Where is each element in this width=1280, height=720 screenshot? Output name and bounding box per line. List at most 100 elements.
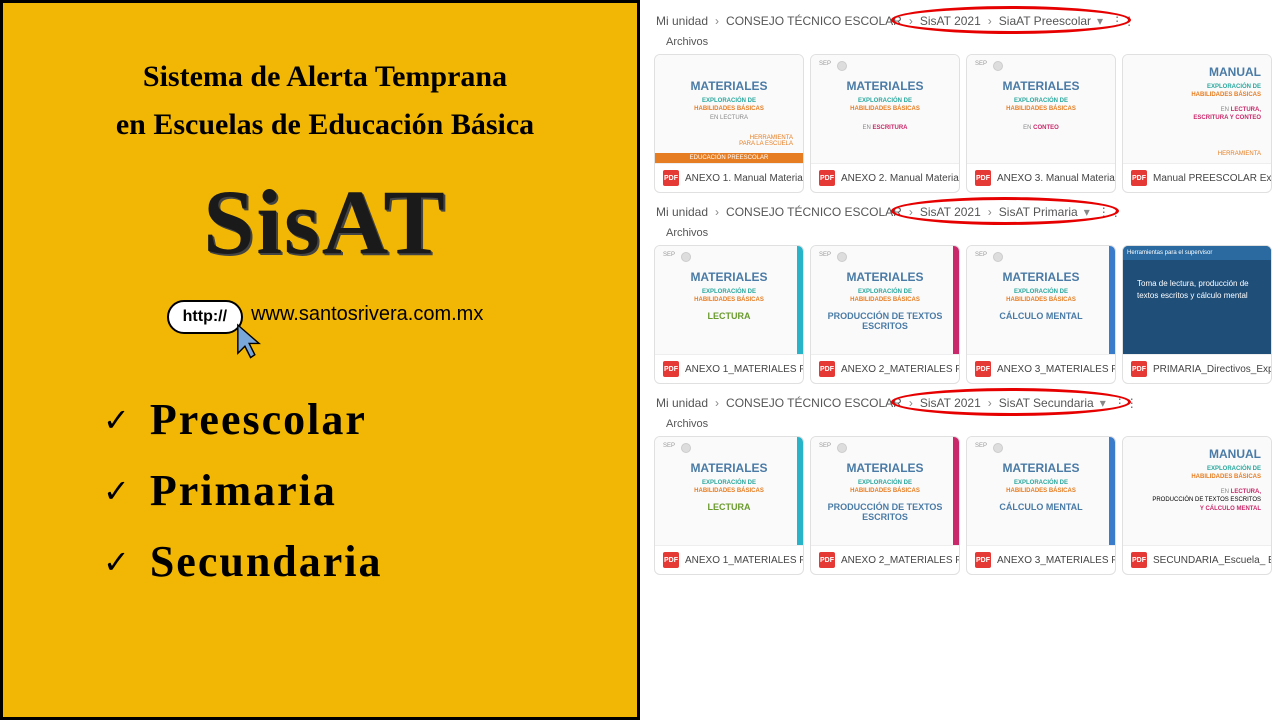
file-thumb: SEP MATERIALES EXPLORACIÓN DEHABILIDADES… <box>655 246 803 354</box>
breadcrumb-item[interactable]: SisAT 2021 <box>920 14 981 28</box>
breadcrumb-item[interactable]: SiaAT Preescolar <box>999 14 1091 28</box>
pdf-icon: PDF <box>663 170 679 186</box>
file-label: PDF ANEXO 2_MATERIALES PAR... <box>811 354 959 383</box>
share-icon[interactable]: ⋮⋮ <box>1114 396 1138 410</box>
check-label: Secundaria <box>150 536 383 587</box>
file-name: ANEXO 3. Manual Materiales... <box>997 173 1115 184</box>
subtitle-line2: en Escuelas de Educación Básica <box>53 101 597 149</box>
pdf-icon: PDF <box>975 552 991 568</box>
file-thumb: MATERIALES EXPLORACIÓN DEHABILIDADES BÁS… <box>655 55 803 163</box>
file-label: PDF ANEXO 3_MATERIALES PAR... <box>967 545 1115 574</box>
file-label: PDF ANEXO 3. Manual Materiales... <box>967 163 1115 192</box>
dropdown-icon[interactable]: ▾ <box>1097 14 1103 28</box>
breadcrumb-item[interactable]: SisAT 2021 <box>920 205 981 219</box>
file-label: PDF Manual PREESCOLAR Explor... <box>1123 163 1271 192</box>
breadcrumb: Mi unidad › CONSEJO TÉCNICO ESCOLAR › SisAT … <box>646 8 1274 32</box>
file-row: SEP MATERIALES EXPLORACIÓN DEHABILIDADES… <box>646 436 1274 575</box>
file-row: SEP MATERIALES EXPLORACIÓN DEHABILIDADES… <box>646 245 1274 384</box>
file-thumb: SEP MATERIALES EXPLORACIÓN DEHABILIDADES… <box>811 55 959 163</box>
pdf-icon: PDF <box>975 361 991 377</box>
subtitle-line1: Sistema de Alerta Temprana <box>53 53 597 101</box>
dropdown-icon[interactable]: ▾ <box>1100 396 1106 410</box>
subtitle: Sistema de Alerta Temprana en Escuelas d… <box>53 53 597 149</box>
file-name: ANEXO 3_MATERIALES PAR... <box>997 364 1115 375</box>
url-text[interactable]: www.santosrivera.com.mx <box>251 303 483 337</box>
file-name: PRIMARIA_Directivos_Explor... <box>1153 364 1271 375</box>
file-name: Manual PREESCOLAR Explor... <box>1153 173 1271 184</box>
breadcrumb: Mi unidad › CONSEJO TÉCNICO ESCOLAR › SisAT … <box>646 199 1274 223</box>
file-thumb: Herramientas para el supervisor Toma de … <box>1123 246 1271 354</box>
file-label: PDF PRIMARIA_Directivos_Explor... <box>1123 354 1271 383</box>
share-icon[interactable]: ⋮⋮ <box>1111 14 1135 28</box>
file-name: ANEXO 1_MATERIALES PAR... <box>685 555 803 566</box>
check-item-secundaria: ✓ Secundaria <box>103 536 597 587</box>
file-card[interactable]: MANUAL EXPLORACIÓN DEHABILIDADES BÁSICAS… <box>1122 436 1272 575</box>
drive-section: Mi unidad › CONSEJO TÉCNICO ESCOLAR › SisAT … <box>646 390 1274 575</box>
file-card[interactable]: Herramientas para el supervisor Toma de … <box>1122 245 1272 384</box>
pdf-icon: PDF <box>819 552 835 568</box>
breadcrumb-item[interactable]: CONSEJO TÉCNICO ESCOLAR <box>726 396 902 410</box>
file-card[interactable]: MANUAL EXPLORACIÓN DEHABILIDADES BÁSICAS… <box>1122 54 1272 193</box>
pdf-icon: PDF <box>1131 361 1147 377</box>
breadcrumb-item[interactable]: CONSEJO TÉCNICO ESCOLAR <box>726 205 902 219</box>
file-card[interactable]: MATERIALES EXPLORACIÓN DEHABILIDADES BÁS… <box>654 54 804 193</box>
check-icon: ✓ <box>103 472 130 510</box>
navy-head: Herramientas para el supervisor <box>1123 246 1271 260</box>
checklist: ✓ Preescolar ✓ Primaria ✓ Secundaria <box>53 394 597 587</box>
file-card[interactable]: SEP MATERIALES EXPLORACIÓN DEHABILIDADES… <box>810 436 960 575</box>
check-item-primaria: ✓ Primaria <box>103 465 597 516</box>
promo-panel: Sistema de Alerta Temprana en Escuelas d… <box>0 0 640 720</box>
breadcrumb-item[interactable]: SisAT Primaria <box>999 205 1078 219</box>
file-card[interactable]: SEP MATERIALES EXPLORACIÓN DEHABILIDADES… <box>966 54 1116 193</box>
archivos-label: Archivos <box>646 32 1274 54</box>
pdf-icon: PDF <box>819 361 835 377</box>
chevron-icon: › <box>909 396 913 410</box>
file-name: SECUNDARIA_Escuela_ Expl... <box>1153 555 1271 566</box>
file-label: PDF ANEXO 1. Manual Materiales... <box>655 163 803 192</box>
breadcrumb-item[interactable]: CONSEJO TÉCNICO ESCOLAR <box>726 14 902 28</box>
breadcrumb-item[interactable]: Mi unidad <box>656 205 708 219</box>
file-thumb: MANUAL EXPLORACIÓN DEHABILIDADES BÁSICAS… <box>1123 437 1271 545</box>
pdf-icon: PDF <box>1131 170 1147 186</box>
file-name: ANEXO 1_MATERIALES PAR... <box>685 364 803 375</box>
cursor-icon <box>235 322 269 362</box>
file-label: PDF ANEXO 1_MATERIALES PAR... <box>655 545 803 574</box>
file-label: PDF ANEXO 3_MATERIALES PAR... <box>967 354 1115 383</box>
file-name: ANEXO 1. Manual Materiales... <box>685 173 803 184</box>
check-icon: ✓ <box>103 543 130 581</box>
file-card[interactable]: SEP MATERIALES EXPLORACIÓN DEHABILIDADES… <box>966 436 1116 575</box>
pdf-icon: PDF <box>663 361 679 377</box>
file-label: PDF ANEXO 1_MATERIALES PAR... <box>655 354 803 383</box>
chevron-icon: › <box>988 396 992 410</box>
pdf-icon: PDF <box>975 170 991 186</box>
file-thumb: SEP MATERIALES EXPLORACIÓN DEHABILIDADES… <box>967 437 1115 545</box>
file-name: ANEXO 3_MATERIALES PAR... <box>997 555 1115 566</box>
chevron-icon: › <box>715 396 719 410</box>
check-item-preescolar: ✓ Preescolar <box>103 394 597 445</box>
breadcrumb-item[interactable]: Mi unidad <box>656 14 708 28</box>
breadcrumb-item[interactable]: SisAT 2021 <box>920 396 981 410</box>
url-chip[interactable]: http:// <box>167 300 243 334</box>
file-card[interactable]: SEP MATERIALES EXPLORACIÓN DEHABILIDADES… <box>654 245 804 384</box>
file-thumb: MANUAL EXPLORACIÓN DEHABILIDADES BÁSICAS… <box>1123 55 1271 163</box>
chevron-icon: › <box>909 205 913 219</box>
chevron-icon: › <box>988 14 992 28</box>
file-label: PDF SECUNDARIA_Escuela_ Expl... <box>1123 545 1271 574</box>
chevron-icon: › <box>988 205 992 219</box>
pdf-icon: PDF <box>663 552 679 568</box>
breadcrumb-item[interactable]: Mi unidad <box>656 396 708 410</box>
breadcrumb-item[interactable]: SisAT Secundaria <box>999 396 1094 410</box>
file-name: ANEXO 2. Manual Materiales... <box>841 173 959 184</box>
file-card[interactable]: SEP MATERIALES EXPLORACIÓN DEHABILIDADES… <box>810 54 960 193</box>
drive-panel: Mi unidad › CONSEJO TÉCNICO ESCOLAR › SisAT … <box>640 0 1280 720</box>
file-card[interactable]: SEP MATERIALES EXPLORACIÓN DEHABILIDADES… <box>810 245 960 384</box>
file-thumb: SEP MATERIALES EXPLORACIÓN DEHABILIDADES… <box>967 246 1115 354</box>
file-thumb: SEP MATERIALES EXPLORACIÓN DEHABILIDADES… <box>811 437 959 545</box>
chevron-icon: › <box>909 14 913 28</box>
share-icon[interactable]: ⋮⋮ <box>1098 205 1122 219</box>
dropdown-icon[interactable]: ▾ <box>1084 205 1090 219</box>
file-card[interactable]: SEP MATERIALES EXPLORACIÓN DEHABILIDADES… <box>654 436 804 575</box>
drive-section: Mi unidad › CONSEJO TÉCNICO ESCOLAR › SisAT … <box>646 199 1274 384</box>
file-card[interactable]: SEP MATERIALES EXPLORACIÓN DEHABILIDADES… <box>966 245 1116 384</box>
drive-section: Mi unidad › CONSEJO TÉCNICO ESCOLAR › SisAT … <box>646 8 1274 193</box>
